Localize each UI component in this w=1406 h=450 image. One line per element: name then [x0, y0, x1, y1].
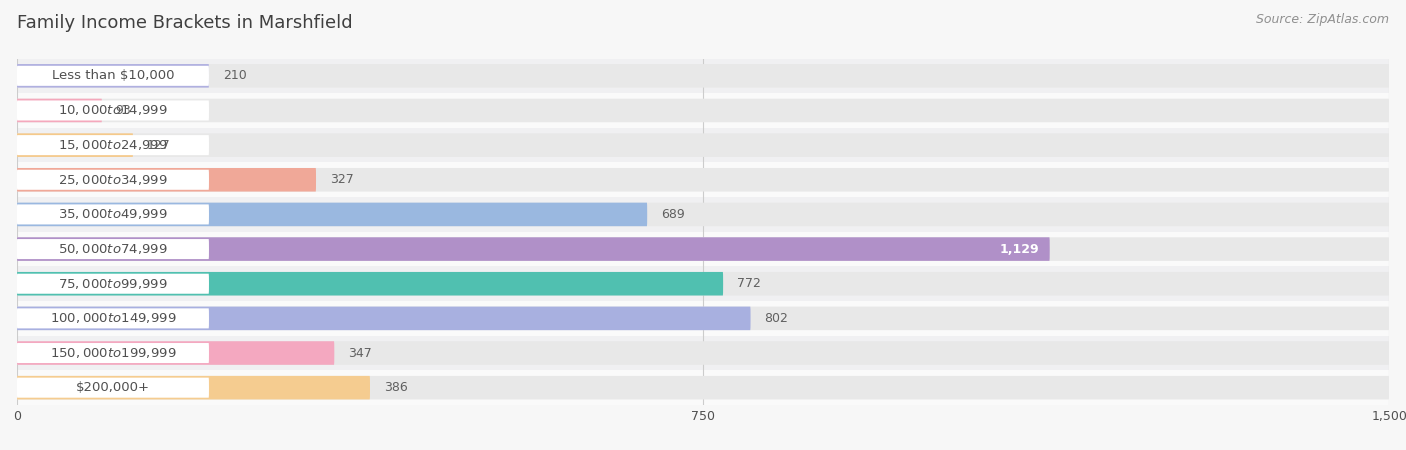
- FancyBboxPatch shape: [17, 301, 1389, 336]
- FancyBboxPatch shape: [17, 237, 1389, 261]
- Text: Less than $10,000: Less than $10,000: [52, 69, 174, 82]
- Text: Source: ZipAtlas.com: Source: ZipAtlas.com: [1256, 14, 1389, 27]
- FancyBboxPatch shape: [17, 341, 335, 365]
- FancyBboxPatch shape: [17, 274, 209, 294]
- FancyBboxPatch shape: [17, 239, 209, 259]
- Text: $150,000 to $199,999: $150,000 to $199,999: [49, 346, 176, 360]
- FancyBboxPatch shape: [17, 341, 1389, 365]
- Text: 347: 347: [349, 346, 371, 360]
- Text: 1,129: 1,129: [1000, 243, 1039, 256]
- FancyBboxPatch shape: [17, 336, 1389, 370]
- FancyBboxPatch shape: [17, 133, 1389, 157]
- Text: $200,000+: $200,000+: [76, 381, 150, 394]
- FancyBboxPatch shape: [17, 168, 1389, 192]
- FancyBboxPatch shape: [17, 272, 1389, 296]
- Text: $75,000 to $99,999: $75,000 to $99,999: [58, 277, 167, 291]
- FancyBboxPatch shape: [17, 64, 209, 88]
- FancyBboxPatch shape: [17, 370, 1389, 405]
- FancyBboxPatch shape: [17, 93, 1389, 128]
- Text: Family Income Brackets in Marshfield: Family Income Brackets in Marshfield: [17, 14, 353, 32]
- Text: $25,000 to $34,999: $25,000 to $34,999: [58, 173, 167, 187]
- FancyBboxPatch shape: [17, 204, 209, 225]
- FancyBboxPatch shape: [17, 162, 1389, 197]
- Text: 802: 802: [765, 312, 789, 325]
- Text: $15,000 to $24,999: $15,000 to $24,999: [58, 138, 167, 152]
- FancyBboxPatch shape: [17, 378, 209, 398]
- FancyBboxPatch shape: [17, 66, 209, 86]
- FancyBboxPatch shape: [17, 133, 134, 157]
- FancyBboxPatch shape: [17, 99, 103, 122]
- FancyBboxPatch shape: [17, 135, 209, 155]
- Text: $35,000 to $49,999: $35,000 to $49,999: [58, 207, 167, 221]
- Text: $50,000 to $74,999: $50,000 to $74,999: [58, 242, 167, 256]
- FancyBboxPatch shape: [17, 266, 1389, 301]
- FancyBboxPatch shape: [17, 197, 1389, 232]
- Text: $10,000 to $14,999: $10,000 to $14,999: [58, 104, 167, 117]
- Text: 127: 127: [146, 139, 170, 152]
- FancyBboxPatch shape: [17, 237, 1050, 261]
- FancyBboxPatch shape: [17, 64, 1389, 88]
- FancyBboxPatch shape: [17, 306, 751, 330]
- FancyBboxPatch shape: [17, 58, 1389, 93]
- FancyBboxPatch shape: [17, 376, 370, 400]
- FancyBboxPatch shape: [17, 306, 1389, 330]
- Text: 210: 210: [222, 69, 246, 82]
- FancyBboxPatch shape: [17, 168, 316, 192]
- FancyBboxPatch shape: [17, 170, 209, 190]
- FancyBboxPatch shape: [17, 128, 1389, 162]
- FancyBboxPatch shape: [17, 202, 1389, 226]
- FancyBboxPatch shape: [17, 343, 209, 363]
- FancyBboxPatch shape: [17, 99, 1389, 122]
- Text: 772: 772: [737, 277, 761, 290]
- FancyBboxPatch shape: [17, 376, 1389, 400]
- Text: 386: 386: [384, 381, 408, 394]
- Text: 93: 93: [115, 104, 131, 117]
- Text: $100,000 to $149,999: $100,000 to $149,999: [49, 311, 176, 325]
- Text: 689: 689: [661, 208, 685, 221]
- FancyBboxPatch shape: [17, 308, 209, 328]
- FancyBboxPatch shape: [17, 272, 723, 296]
- Text: 327: 327: [330, 173, 353, 186]
- FancyBboxPatch shape: [17, 202, 647, 226]
- FancyBboxPatch shape: [17, 100, 209, 121]
- FancyBboxPatch shape: [17, 232, 1389, 266]
